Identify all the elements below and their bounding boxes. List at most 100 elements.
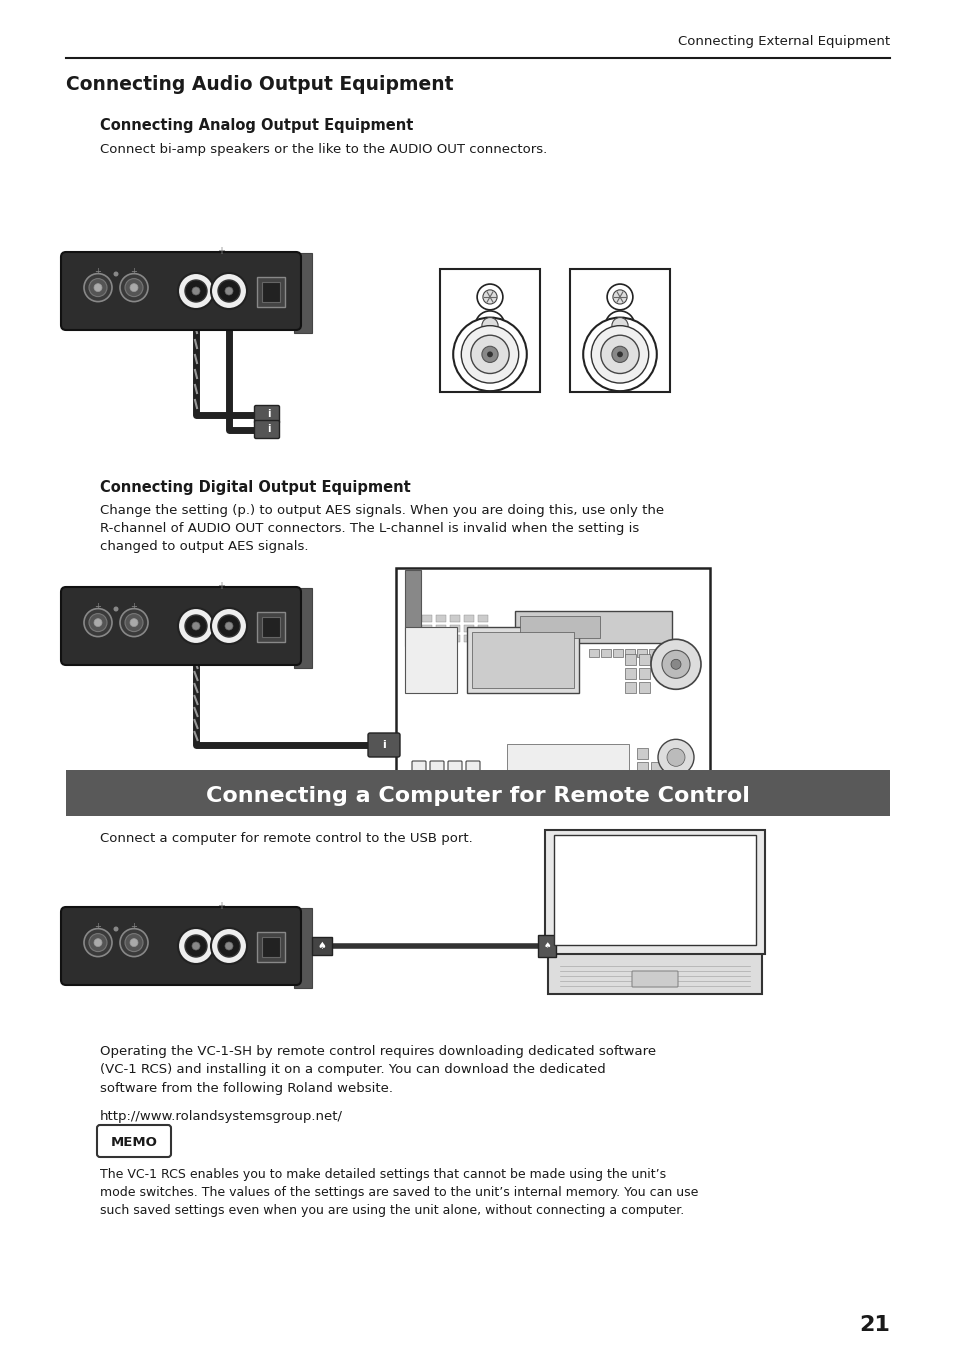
Circle shape — [89, 279, 107, 297]
Circle shape — [453, 318, 526, 391]
FancyBboxPatch shape — [412, 761, 426, 773]
FancyBboxPatch shape — [625, 668, 636, 678]
Circle shape — [192, 287, 200, 295]
FancyBboxPatch shape — [450, 624, 459, 632]
FancyBboxPatch shape — [601, 649, 611, 657]
FancyBboxPatch shape — [262, 282, 280, 302]
Circle shape — [218, 280, 240, 302]
FancyBboxPatch shape — [294, 588, 312, 668]
Circle shape — [670, 659, 680, 669]
Text: Connecting a Computer for Remote Control: Connecting a Computer for Remote Control — [206, 787, 749, 806]
Circle shape — [89, 613, 107, 631]
Circle shape — [84, 929, 112, 956]
FancyBboxPatch shape — [569, 268, 670, 393]
Circle shape — [211, 927, 247, 964]
FancyBboxPatch shape — [450, 635, 459, 642]
FancyBboxPatch shape — [448, 761, 461, 773]
Circle shape — [185, 615, 207, 636]
FancyBboxPatch shape — [312, 937, 332, 955]
Circle shape — [617, 352, 622, 357]
FancyBboxPatch shape — [405, 627, 456, 693]
Text: +: + — [131, 922, 137, 932]
FancyBboxPatch shape — [477, 615, 488, 621]
FancyBboxPatch shape — [368, 733, 399, 757]
Circle shape — [89, 934, 107, 952]
Text: +: + — [94, 922, 101, 932]
Text: i: i — [382, 741, 385, 750]
FancyBboxPatch shape — [639, 654, 650, 665]
Circle shape — [113, 272, 118, 276]
FancyBboxPatch shape — [256, 612, 285, 642]
FancyBboxPatch shape — [463, 624, 474, 632]
FancyBboxPatch shape — [537, 936, 556, 957]
FancyBboxPatch shape — [637, 649, 647, 657]
Circle shape — [218, 936, 240, 957]
Circle shape — [475, 311, 504, 340]
FancyBboxPatch shape — [515, 611, 671, 643]
FancyBboxPatch shape — [97, 1125, 171, 1158]
Text: Connect a computer for remote control to the USB port.: Connect a computer for remote control to… — [100, 831, 473, 845]
FancyBboxPatch shape — [262, 937, 280, 957]
FancyBboxPatch shape — [405, 570, 420, 646]
Text: i: i — [267, 409, 271, 418]
FancyBboxPatch shape — [430, 761, 443, 773]
Circle shape — [192, 621, 200, 630]
Circle shape — [218, 615, 240, 636]
Circle shape — [606, 284, 632, 310]
FancyBboxPatch shape — [472, 632, 574, 688]
FancyBboxPatch shape — [554, 835, 755, 945]
Text: +: + — [131, 267, 137, 276]
FancyBboxPatch shape — [589, 649, 598, 657]
Circle shape — [192, 942, 200, 951]
FancyBboxPatch shape — [477, 624, 488, 632]
FancyBboxPatch shape — [639, 681, 650, 693]
FancyBboxPatch shape — [651, 761, 661, 773]
FancyBboxPatch shape — [613, 649, 623, 657]
Text: The VC-1 RCS enables you to make detailed settings that cannot be made using the: The VC-1 RCS enables you to make detaile… — [100, 1169, 698, 1217]
FancyBboxPatch shape — [477, 635, 488, 642]
Text: +: + — [94, 267, 101, 276]
Text: +: + — [131, 603, 137, 611]
Circle shape — [125, 934, 143, 952]
FancyBboxPatch shape — [436, 615, 446, 621]
Circle shape — [661, 650, 689, 678]
Circle shape — [582, 318, 656, 391]
Circle shape — [84, 274, 112, 302]
Circle shape — [471, 336, 509, 374]
Circle shape — [211, 274, 247, 309]
FancyBboxPatch shape — [262, 617, 280, 636]
Circle shape — [650, 639, 700, 689]
Text: Change the setting (p.) to output AES signals. When you are doing this, use only: Change the setting (p.) to output AES si… — [100, 504, 663, 552]
FancyBboxPatch shape — [421, 615, 432, 621]
Text: Connect bi-amp speakers or the like to the AUDIO OUT connectors.: Connect bi-amp speakers or the like to t… — [100, 144, 547, 156]
FancyBboxPatch shape — [256, 932, 285, 961]
FancyBboxPatch shape — [61, 588, 301, 665]
FancyBboxPatch shape — [467, 627, 578, 693]
FancyBboxPatch shape — [649, 649, 659, 657]
FancyBboxPatch shape — [61, 907, 301, 984]
FancyBboxPatch shape — [465, 761, 479, 773]
Circle shape — [225, 621, 233, 630]
Circle shape — [130, 938, 138, 946]
FancyBboxPatch shape — [61, 252, 301, 330]
FancyBboxPatch shape — [439, 268, 539, 393]
Circle shape — [611, 347, 627, 363]
Circle shape — [130, 283, 138, 291]
Circle shape — [481, 347, 497, 363]
Circle shape — [125, 279, 143, 297]
Text: Connecting Analog Output Equipment: Connecting Analog Output Equipment — [100, 118, 413, 133]
Circle shape — [461, 326, 518, 383]
Circle shape — [178, 927, 213, 964]
Text: +: + — [216, 900, 225, 911]
FancyBboxPatch shape — [294, 909, 312, 988]
FancyBboxPatch shape — [436, 635, 446, 642]
Circle shape — [611, 318, 627, 333]
Circle shape — [113, 607, 118, 612]
FancyBboxPatch shape — [66, 770, 889, 816]
Circle shape — [604, 311, 634, 340]
Text: ♠: ♠ — [317, 941, 326, 951]
Circle shape — [481, 318, 497, 333]
Text: i: i — [267, 424, 271, 435]
FancyBboxPatch shape — [463, 635, 474, 642]
FancyBboxPatch shape — [631, 971, 678, 987]
